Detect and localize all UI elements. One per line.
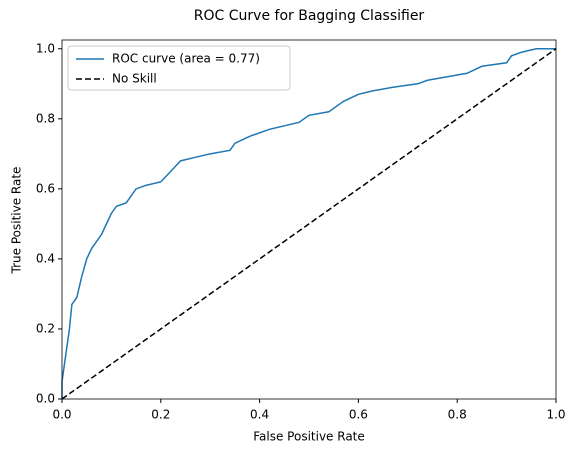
x-tick-label: 1.0: [546, 408, 565, 422]
legend-label: ROC curve (area = 0.77): [112, 52, 260, 66]
x-tick-label: 0.8: [448, 408, 467, 422]
y-tick-label: 1.0: [36, 41, 55, 55]
x-tick-label: 0.2: [151, 408, 170, 422]
chart-title: ROC Curve for Bagging Classifier: [194, 8, 425, 24]
y-tick-label: 0.0: [36, 392, 55, 406]
legend-label: No Skill: [112, 72, 157, 86]
y-tick-label: 0.4: [36, 251, 55, 265]
legend-box: [67, 45, 291, 91]
x-axis-label: False Positive Rate: [253, 430, 365, 444]
x-tick-label: 0.0: [52, 408, 71, 422]
y-tick-label: 0.6: [36, 181, 55, 195]
series-line: [61, 48, 556, 399]
series-line: [61, 48, 557, 400]
x-tick-label: 0.4: [250, 408, 269, 422]
y-tick-label: 0.2: [36, 321, 55, 335]
x-tick-label: 0.6: [349, 408, 368, 422]
y-tick-label: 0.8: [36, 111, 55, 125]
y-axis-label: True Positive Rate: [10, 167, 24, 275]
plot-frame: [61, 39, 557, 400]
